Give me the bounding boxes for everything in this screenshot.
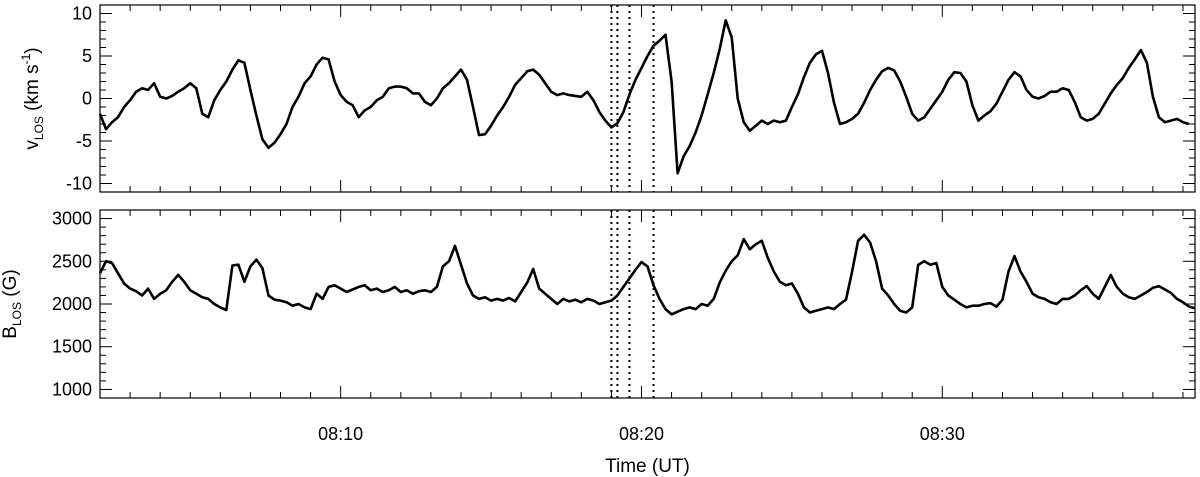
velocity-y-label-sup: -1: [19, 53, 33, 64]
field-axis-ticks: [99, 209, 1195, 399]
y-tick-label: 5: [82, 46, 92, 66]
field-y-label-unit: (G): [0, 269, 21, 302]
velocity-y-label-close: ): [22, 47, 43, 53]
velocity-plot-frame: [99, 4, 1196, 193]
velocity-event-lines: [610, 5, 655, 192]
y-tick-label: 2000: [52, 294, 92, 314]
time-x-axis-label: Time (UT): [605, 456, 690, 477]
field-y-label-sub: LOS: [10, 302, 24, 326]
magnetic-field-panel: 1000 1500 2000 2500 3000 08:10 08:20 08:30 BLOS…: [0, 209, 1196, 477]
field-tick-labels: 1000 1500 2000 2500 3000 08:10 08:20 08:30: [52, 209, 965, 444]
y-tick-label: 3000: [52, 209, 92, 229]
x-tick-label: 08:20: [619, 424, 664, 444]
velocity-panel: -10 -5 0 5 10 vLOS (km s-1): [19, 4, 1196, 194]
velocity-axis-ticks: [99, 4, 1195, 193]
velocity-tick-labels: -10 -5 0 5 10: [66, 4, 92, 194]
field-y-axis-label: BLOS (G): [0, 269, 24, 338]
velocity-y-label-unit: (km s: [22, 64, 43, 116]
velocity-y-label-main: v: [22, 140, 43, 150]
y-tick-label: 1000: [52, 379, 92, 399]
y-tick-label: -5: [76, 131, 92, 151]
field-plot-frame: [99, 209, 1196, 399]
y-tick-label: 2500: [52, 251, 92, 271]
field-series-line: [98, 233, 1196, 316]
velocity-y-label-sub: LOS: [32, 116, 46, 140]
y-tick-label: 0: [82, 89, 92, 109]
y-tick-label: -10: [66, 174, 92, 194]
x-tick-label: 08:10: [318, 424, 363, 444]
y-tick-label: 1500: [52, 337, 92, 357]
y-tick-label: 10: [72, 4, 92, 24]
velocity-y-axis-label: vLOS (km s-1): [19, 47, 46, 149]
field-y-label-main: B: [0, 326, 21, 339]
field-event-lines: [610, 210, 655, 398]
velocity-series-line: [98, 19, 1190, 175]
x-tick-label: 08:30: [920, 424, 965, 444]
